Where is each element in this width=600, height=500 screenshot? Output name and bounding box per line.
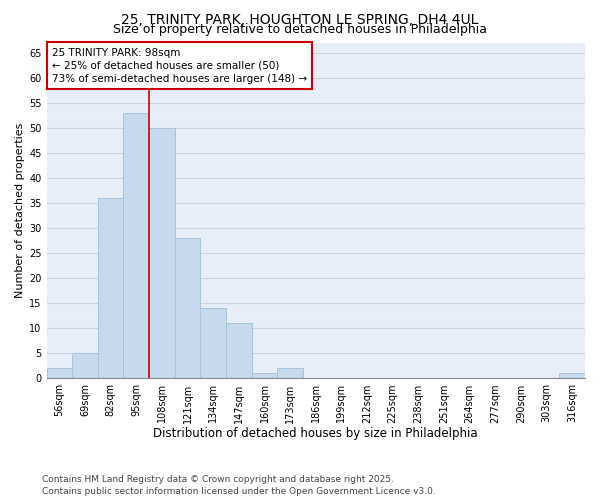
Bar: [200, 308, 226, 378]
Bar: [72, 354, 98, 378]
Bar: [149, 128, 175, 378]
Text: 25 TRINITY PARK: 98sqm
← 25% of detached houses are smaller (50)
73% of semi-det: 25 TRINITY PARK: 98sqm ← 25% of detached…: [52, 48, 307, 84]
X-axis label: Distribution of detached houses by size in Philadelphia: Distribution of detached houses by size …: [154, 427, 478, 440]
Bar: [47, 368, 72, 378]
Text: Contains HM Land Registry data © Crown copyright and database right 2025.
Contai: Contains HM Land Registry data © Crown c…: [42, 474, 436, 496]
Text: 25, TRINITY PARK, HOUGHTON LE SPRING, DH4 4UL: 25, TRINITY PARK, HOUGHTON LE SPRING, DH…: [121, 12, 479, 26]
Bar: [559, 374, 585, 378]
Y-axis label: Number of detached properties: Number of detached properties: [15, 123, 25, 298]
Bar: [175, 238, 200, 378]
Bar: [226, 324, 251, 378]
Text: Size of property relative to detached houses in Philadelphia: Size of property relative to detached ho…: [113, 22, 487, 36]
Bar: [124, 112, 149, 378]
Bar: [251, 374, 277, 378]
Bar: [98, 198, 124, 378]
Bar: [277, 368, 303, 378]
